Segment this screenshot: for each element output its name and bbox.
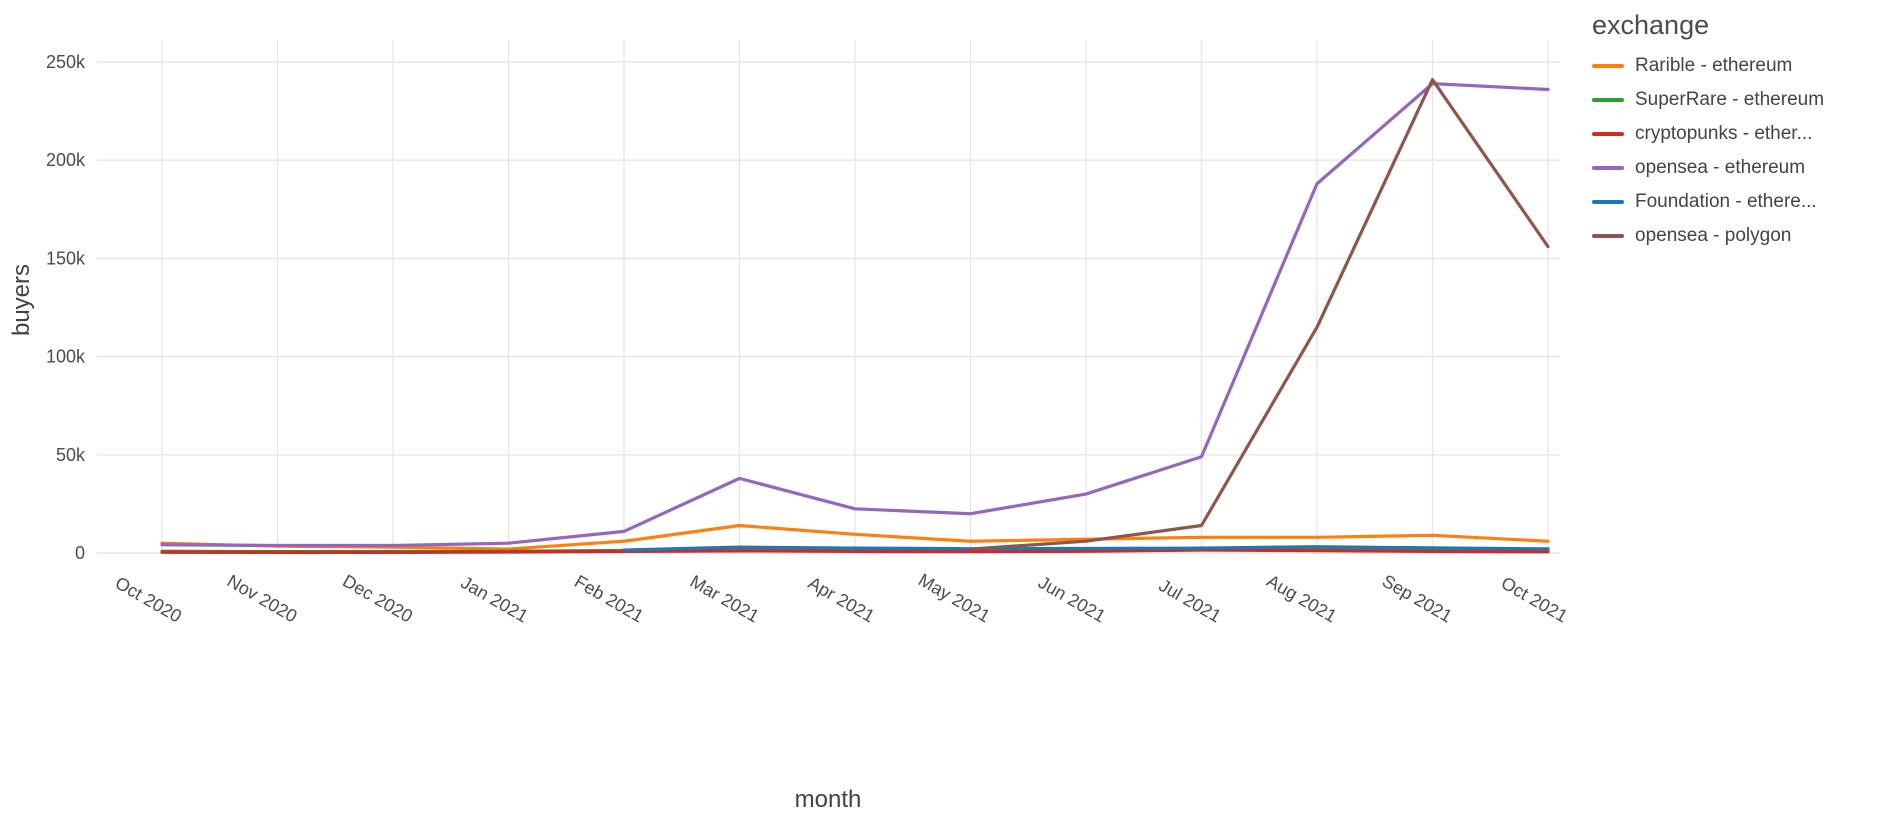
legend-item[interactable]: opensea - polygon bbox=[1592, 225, 1888, 247]
x-tick-label: Jun 2021 bbox=[1035, 572, 1109, 626]
legend-item-label: SuperRare - ethereum bbox=[1635, 89, 1825, 110]
y-tick-label: 200k bbox=[46, 150, 86, 170]
legend-swatch bbox=[1592, 98, 1624, 102]
legend-item-label: opensea - ethereum bbox=[1635, 157, 1806, 178]
legend-swatch bbox=[1592, 64, 1624, 68]
x-tick-label: Oct 2021 bbox=[1498, 573, 1571, 627]
y-axis-title: buyers bbox=[8, 263, 35, 337]
x-tick-label: Dec 2020 bbox=[339, 571, 416, 627]
x-tick-label: Nov 2020 bbox=[224, 571, 301, 627]
x-tick-label: Feb 2021 bbox=[571, 571, 647, 626]
legend-item[interactable]: SuperRare - ethereum bbox=[1592, 89, 1888, 111]
legend-item[interactable]: cryptopunks - ether... bbox=[1592, 123, 1888, 145]
legend-item-label: cryptopunks - ether... bbox=[1635, 123, 1813, 144]
x-tick-label: Oct 2020 bbox=[112, 573, 185, 627]
series-line[interactable] bbox=[160, 548, 1550, 555]
legend-title: exchange bbox=[1592, 10, 1710, 40]
y-tick-label: 50k bbox=[56, 445, 86, 465]
x-tick-label: May 2021 bbox=[915, 570, 993, 627]
legend-item[interactable]: Rarible - ethereum bbox=[1592, 55, 1888, 77]
y-tick-label: 150k bbox=[46, 248, 86, 268]
x-tick-label: Mar 2021 bbox=[687, 571, 763, 626]
legend-swatch bbox=[1592, 132, 1624, 136]
series-line[interactable] bbox=[622, 545, 1550, 552]
x-tick-label: Jul 2021 bbox=[1156, 575, 1225, 626]
legend-swatch bbox=[1592, 166, 1624, 170]
legend-items: Rarible - ethereum SuperRare - ethereum cr… bbox=[1592, 55, 1888, 247]
legend-item[interactable]: opensea - ethereum bbox=[1592, 157, 1888, 179]
legend-item-label: Foundation - ethere... bbox=[1635, 191, 1817, 212]
y-tick-label: 0 bbox=[75, 543, 85, 563]
series-line[interactable] bbox=[968, 78, 1550, 551]
y-tick-label: 100k bbox=[46, 347, 86, 367]
x-tick-label: Aug 2021 bbox=[1263, 571, 1340, 627]
legend-swatch bbox=[1592, 200, 1624, 204]
x-tick-label: Apr 2021 bbox=[805, 573, 878, 627]
legend-item[interactable]: Foundation - ethere... bbox=[1592, 191, 1888, 213]
x-tick-label: Jan 2021 bbox=[457, 572, 531, 626]
legend-item-label: opensea - polygon bbox=[1635, 225, 1792, 246]
legend: exchange Rarible - ethereum SuperRare - e… bbox=[1592, 10, 1888, 259]
legend-item-label: Rarible - ethereum bbox=[1635, 55, 1793, 76]
y-tick-label: 250k bbox=[46, 52, 86, 72]
x-tick-label: Sep 2021 bbox=[1379, 571, 1456, 627]
x-axis-title: month bbox=[794, 786, 862, 813]
series-line[interactable] bbox=[160, 82, 1550, 548]
legend-swatch bbox=[1592, 234, 1624, 238]
